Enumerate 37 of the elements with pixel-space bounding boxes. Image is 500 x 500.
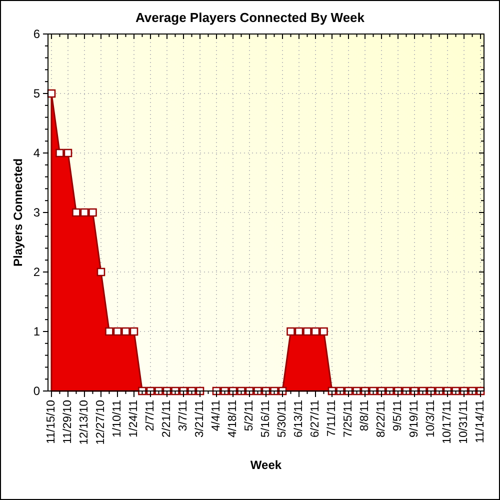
x-tick-label: 4/18/11: [226, 400, 239, 438]
x-tick-label: 12/13/10: [78, 400, 90, 445]
x-tick-label: 11/29/10: [62, 400, 74, 444]
x-tick-label: 12/27/10: [94, 400, 107, 445]
x-tick-label: 7/11/11: [326, 400, 338, 437]
x-tick-label: 7/25/11: [342, 400, 355, 438]
x-tick-label: 2/21/11: [160, 400, 173, 438]
x-tick-label: 3/21/11: [194, 400, 206, 438]
x-tick-label: 3/7/11: [177, 400, 190, 432]
x-tick-label: 11/15/10: [45, 400, 58, 444]
y-tick-label: 0: [33, 384, 40, 398]
y-tick-label: 6: [33, 27, 40, 41]
x-axis-title: Week: [250, 458, 282, 472]
x-tick-label: 6/13/11: [293, 400, 306, 438]
x-tick-label: 1/10/11: [111, 400, 124, 438]
y-tick-label: 4: [33, 146, 40, 160]
x-tick-label: 5/30/11: [276, 400, 289, 438]
x-tick-label: 4/4/11: [210, 400, 222, 432]
x-tick-label: 2/7/11: [144, 400, 156, 432]
x-tick-label: 6/27/11: [310, 400, 322, 438]
x-tick-label: 5/2/11: [243, 400, 256, 432]
y-tick-label: 1: [33, 324, 40, 338]
x-tick-label: 11/14/11: [474, 400, 487, 444]
x-tick-label: 10/3/11: [425, 400, 438, 438]
y-tick-label: 5: [33, 86, 40, 100]
x-tick-label: 8/8/11: [359, 400, 372, 432]
x-tick-label: 5/16/11: [260, 400, 272, 438]
x-tick-label: 10/17/11: [442, 400, 454, 444]
y-tick-label: 3: [33, 206, 40, 220]
x-tick-label: 1/24/11: [128, 400, 140, 438]
x-tick-label: 10/31/11: [458, 400, 470, 444]
x-tick-label: 9/19/11: [408, 400, 421, 438]
x-tick-label: 9/5/11: [392, 400, 404, 432]
chart-title: Average Players Connected By Week: [135, 10, 366, 25]
y-tick-label: 2: [33, 265, 40, 279]
x-tick-label: 8/22/11: [376, 400, 388, 438]
y-axis-title: Players Connected: [11, 158, 25, 267]
